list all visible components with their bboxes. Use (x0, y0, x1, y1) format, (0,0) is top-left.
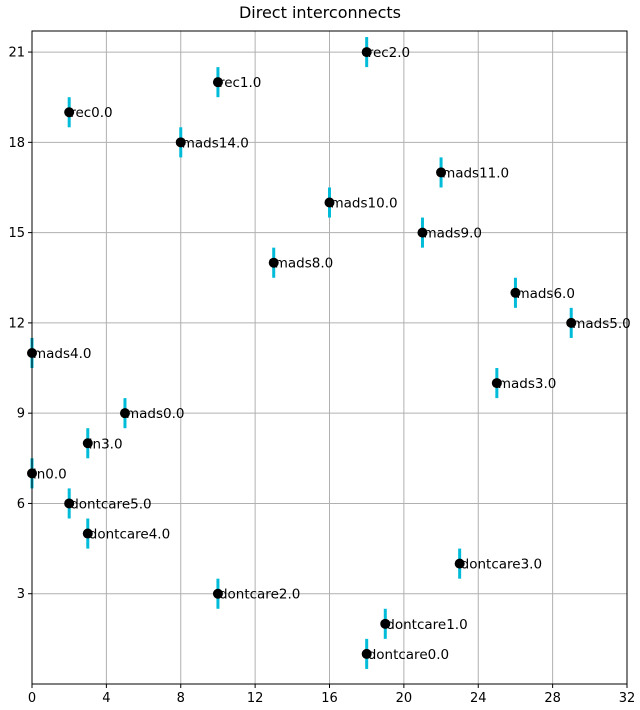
data-point: mads11.0 (436, 157, 509, 188)
point-label: in3.0 (89, 436, 123, 452)
point-marker (510, 287, 521, 298)
point-marker (436, 167, 447, 178)
point-marker (417, 227, 428, 238)
data-point: mads9.0 (417, 217, 482, 248)
x-tick-label: 8 (177, 691, 185, 706)
point-label: mads0.0 (126, 406, 185, 422)
data-point: in3.0 (82, 428, 123, 459)
data-points: rec2.0 rec1.0 rec0.0 mads14.0 mads11.0 mads10… (27, 37, 631, 669)
data-point: dontcare3.0 (454, 548, 542, 579)
x-tick-label: 24 (470, 691, 487, 706)
point-marker (268, 257, 279, 268)
point-marker (380, 618, 391, 629)
grid (31, 31, 628, 684)
data-point: rec0.0 (64, 97, 113, 128)
point-label: rec1.0 (219, 75, 261, 91)
y-tick-label: 12 (8, 316, 25, 331)
point-label: mads10.0 (331, 196, 398, 212)
point-label: dontcare5.0 (70, 496, 151, 512)
point-label: mads5.0 (572, 316, 631, 332)
point-label: mads3.0 (498, 376, 557, 392)
point-marker (454, 558, 465, 569)
data-point: mads8.0 (268, 247, 334, 278)
x-tick-label: 0 (28, 691, 36, 706)
point-marker (82, 528, 93, 539)
data-point: in0.0 (27, 458, 67, 489)
data-point: mads3.0 (491, 368, 557, 399)
x-tick-label: 12 (247, 691, 264, 706)
y-tick-label: 21 (8, 46, 25, 61)
point-marker (175, 137, 186, 148)
point-marker (361, 47, 372, 58)
y-tick-label: 9 (17, 407, 25, 422)
point-label: mads4.0 (33, 346, 92, 362)
data-point: dontcare4.0 (82, 518, 170, 549)
data-point: mads0.0 (119, 398, 185, 429)
point-label: dontcare3.0 (461, 557, 542, 573)
point-label: in0.0 (33, 466, 67, 482)
data-point: mads4.0 (27, 337, 92, 369)
point-label: mads6.0 (516, 286, 575, 302)
data-point: mads6.0 (510, 277, 575, 308)
point-label: rec0.0 (70, 105, 112, 121)
data-point: rec2.0 (361, 37, 410, 68)
data-point: dontcare2.0 (212, 578, 300, 609)
x-tick-label: 20 (396, 691, 413, 706)
x-tick-label: 28 (544, 691, 561, 706)
point-label: dontcare4.0 (89, 527, 170, 543)
point-label: mads9.0 (423, 226, 482, 242)
point-marker (64, 498, 75, 509)
data-point: dontcare1.0 (380, 608, 468, 639)
point-label: rec2.0 (368, 45, 410, 61)
data-point: rec1.0 (212, 67, 261, 98)
data-point: mads14.0 (175, 127, 249, 158)
point-label: mads11.0 (442, 165, 509, 181)
x-tick-label: 4 (102, 691, 110, 706)
point-marker (566, 317, 577, 328)
point-marker (82, 438, 93, 449)
point-label: dontcare0.0 (368, 647, 449, 663)
y-tick-label: 3 (17, 587, 25, 602)
data-point: mads10.0 (324, 187, 398, 218)
point-marker (212, 588, 223, 599)
point-label: mads8.0 (275, 256, 334, 272)
y-tick-label: 6 (17, 497, 25, 512)
data-point: dontcare5.0 (64, 488, 152, 519)
point-marker (119, 408, 130, 419)
x-tick-label: 32 (619, 691, 636, 706)
y-tick-label: 18 (8, 136, 25, 151)
point-marker (361, 648, 372, 659)
data-point: dontcare0.0 (361, 638, 449, 669)
y-tick-label: 15 (8, 226, 25, 241)
data-point: mads5.0 (566, 307, 631, 338)
chart-title: Direct interconnects (239, 3, 401, 22)
point-label: mads14.0 (182, 135, 249, 151)
point-label: dontcare1.0 (386, 617, 467, 633)
point-marker (64, 107, 75, 118)
x-tick-label: 16 (321, 691, 338, 706)
point-label: dontcare2.0 (219, 587, 300, 603)
point-marker (491, 378, 502, 389)
point-marker (324, 197, 335, 208)
point-marker (212, 77, 223, 88)
